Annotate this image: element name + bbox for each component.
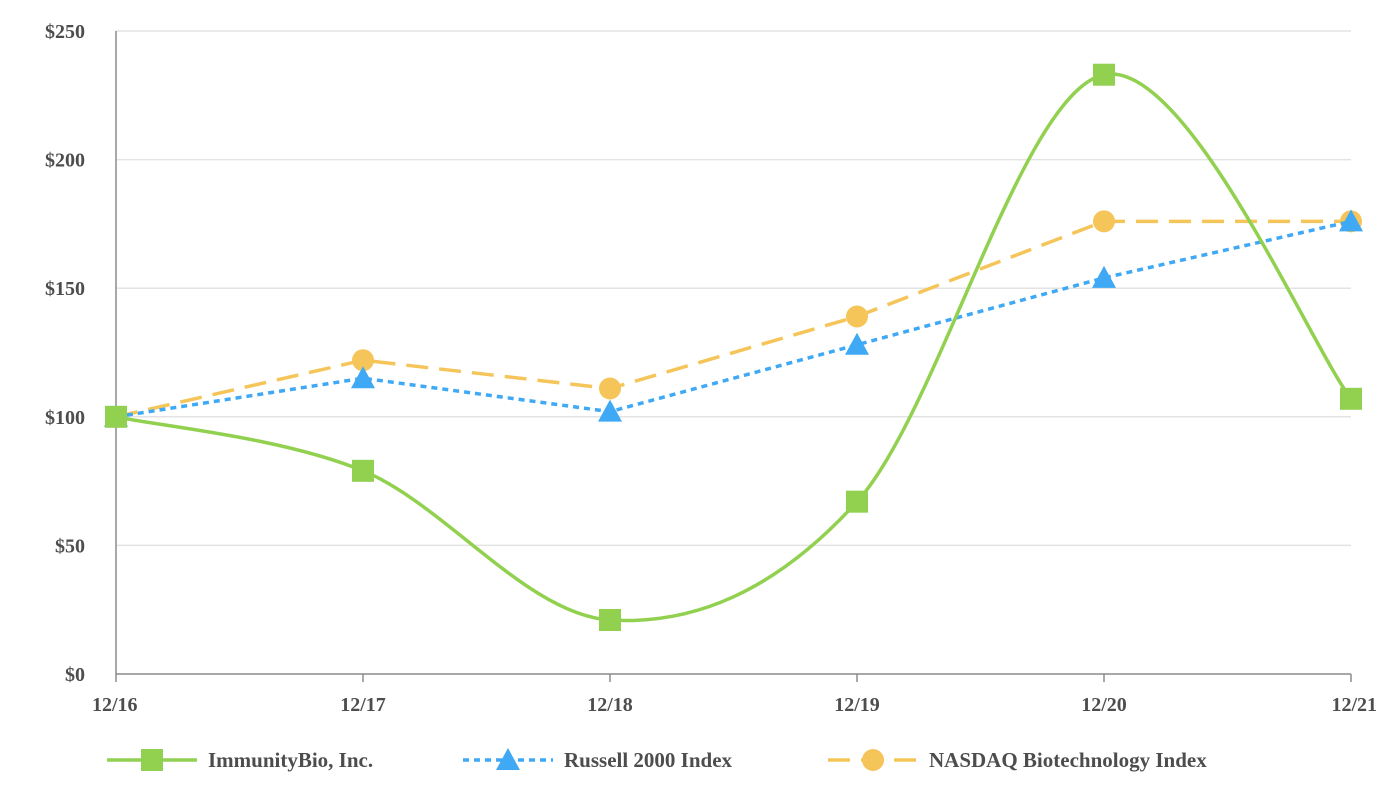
y-tick-label: $50	[55, 535, 85, 557]
x-tick-label: 12/19	[834, 694, 880, 716]
y-tick-label: $150	[45, 278, 85, 300]
data-point-russell-2000-index	[598, 399, 622, 422]
data-point-nasdaq-biotechnology-index	[352, 349, 374, 372]
legend-label-nasdaq-biotechnology-index: NASDAQ Biotechnology Index	[929, 748, 1207, 772]
series-nasdaq-biotechnology-index	[105, 210, 1362, 428]
series-line-immunitybio-inc	[115, 72, 1353, 623]
axes: $0 $50 $100 $150 $200 $250 12/16 12/17 12/18 12/1…	[45, 21, 1377, 716]
x-tick-label: 12/20	[1081, 694, 1127, 716]
y-tick-label: $250	[45, 21, 85, 43]
legend-item-nasdaq-biotechnology-index: NASDAQ Biotechnology Index	[828, 748, 1207, 772]
data-series	[104, 63, 1363, 631]
data-point-russell-2000-index	[351, 366, 375, 389]
data-point-nasdaq-biotechnology-index	[599, 377, 621, 400]
data-point-russell-2000-index	[1092, 265, 1116, 288]
x-tick-label: 12/17	[340, 694, 386, 716]
legend-marker-immunitybio-inc	[141, 749, 163, 771]
series-russell-2000-index	[104, 209, 1363, 427]
data-point-nasdaq-biotechnology-index	[846, 305, 868, 328]
x-tick-label: 12/21	[1331, 694, 1377, 716]
series-immunitybio-inc	[105, 63, 1362, 631]
y-tick-label: $200	[45, 150, 85, 172]
x-tick-label: 12/16	[92, 694, 138, 716]
series-line-russell-2000-index	[115, 219, 1352, 419]
legend-item-russell-2000-index: Russell 2000 Index	[463, 748, 733, 772]
y-tick-label: $100	[45, 407, 85, 429]
legend-label-russell-2000-index: Russell 2000 Index	[564, 748, 733, 772]
y-tick-label: $0	[65, 664, 85, 686]
data-point-russell-2000-index	[845, 332, 869, 355]
data-point-russell-2000-index	[1339, 209, 1363, 232]
data-point-nasdaq-biotechnology-index	[1093, 210, 1115, 233]
data-point-immunitybio-inc	[352, 459, 374, 482]
data-point-immunitybio-inc	[1340, 387, 1362, 410]
legend-marker-russell-2000-index	[496, 748, 520, 770]
legend-label-immunitybio-inc: ImmunityBio, Inc.	[208, 748, 373, 772]
legend-marker-nasdaq-biotechnology-index	[862, 749, 884, 771]
legend-item-immunitybio-inc: ImmunityBio, Inc.	[107, 748, 373, 772]
series-line-nasdaq-biotechnology-index	[115, 219, 1351, 419]
data-point-immunitybio-inc	[599, 608, 621, 631]
gridlines	[116, 30, 1351, 547]
data-point-immunitybio-inc	[1093, 63, 1115, 86]
data-point-immunitybio-inc	[846, 490, 868, 513]
x-tick-label: 12/18	[587, 694, 633, 716]
data-point-immunitybio-inc	[105, 405, 127, 428]
legend: ImmunityBio, Inc. Russell 2000 Index NASDA…	[107, 748, 1207, 772]
